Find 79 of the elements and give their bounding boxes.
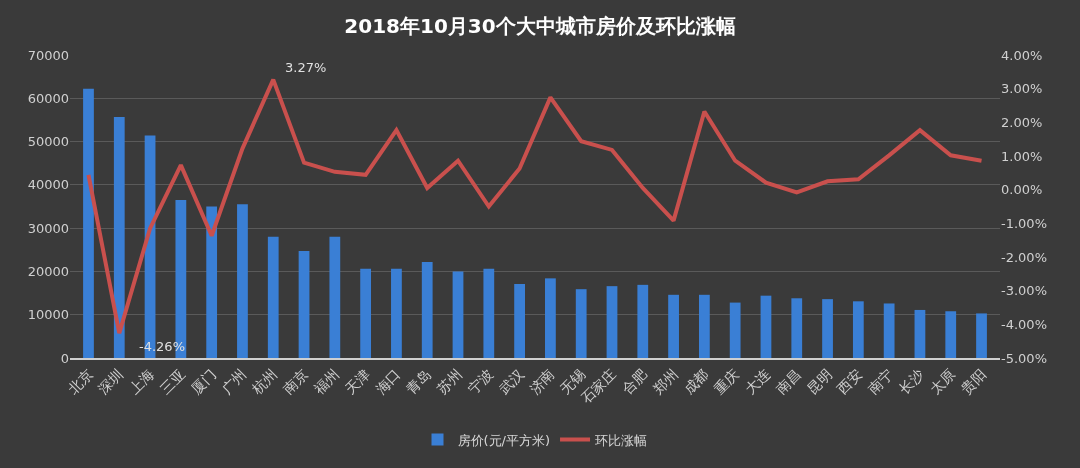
bar (360, 268, 372, 358)
x-tick-label: 太原 (926, 365, 958, 397)
bar (976, 313, 987, 358)
bar (914, 309, 926, 358)
bar (945, 311, 957, 358)
bar (637, 284, 649, 358)
x-tick-label: 成都 (680, 365, 712, 397)
bar (852, 301, 864, 358)
x-tick-label: 宁波 (464, 365, 496, 397)
bar (237, 204, 248, 358)
y2-tick-label: 0.00% (1001, 182, 1043, 198)
data-label: 3.27% (285, 60, 327, 75)
y-tick-label: 60000 (27, 90, 69, 106)
y2-tick-label: 3.00% (1001, 81, 1043, 97)
bar (206, 206, 218, 358)
bar (729, 302, 741, 358)
x-tick-label: 长沙 (895, 365, 927, 397)
x-tick-label: 南宁 (865, 365, 897, 397)
bar (606, 286, 618, 358)
bar (514, 283, 525, 358)
y2-tick-label: 2.00% (1001, 114, 1043, 130)
bar (483, 268, 495, 358)
x-tick-label: 昆明 (803, 365, 835, 397)
y-tick-label: 0 (60, 350, 69, 366)
bar (298, 251, 310, 358)
bar (329, 236, 341, 358)
x-tick-label: 深圳 (95, 365, 127, 397)
bar (391, 268, 402, 358)
bar (83, 88, 94, 358)
x-tick-label: 上海 (126, 365, 158, 397)
x-tick-label: 苏州 (433, 365, 466, 397)
bar (822, 299, 833, 358)
x-tick-label: 北京 (64, 365, 96, 397)
bar (883, 303, 895, 358)
y-tick-label: 10000 (27, 307, 69, 323)
x-tick-label: 青岛 (403, 365, 435, 397)
legend-label: 房价(元/平方米) (457, 432, 551, 448)
bar (421, 261, 433, 358)
y2-tick-label: -1.00% (1001, 215, 1047, 231)
legend-label: 环比涨幅 (595, 432, 648, 448)
x-tick-label: 海口 (372, 365, 404, 397)
y2-tick-label: -3.00% (1001, 283, 1047, 299)
y2-tick-label: 4.00% (1001, 47, 1043, 63)
bar (545, 278, 556, 358)
x-tick-label: 天津 (341, 365, 373, 397)
x-tick-label: 厦门 (187, 365, 219, 397)
bar (575, 289, 587, 358)
x-tick-label: 合肥 (618, 365, 650, 397)
x-tick-label: 贵阳 (957, 365, 989, 397)
line-series (86, 77, 984, 336)
y2-tick-label: -2.00% (1001, 249, 1047, 265)
x-tick-label: 广州 (218, 365, 250, 397)
x-tick-label: 福州 (310, 365, 342, 397)
chart-title: 2018年10月30个大中城市房价及环比涨幅 (344, 13, 736, 38)
y-tick-label: 40000 (27, 177, 69, 193)
bar (698, 294, 710, 358)
bar (760, 295, 772, 358)
x-tick-label: 郑州 (649, 365, 681, 397)
bar (791, 298, 803, 358)
bar (113, 116, 125, 358)
bar (267, 236, 279, 358)
x-tick-label: 南京 (280, 365, 312, 397)
y2-tick-label: 1.00% (1001, 148, 1043, 164)
x-tick-label: 武汉 (495, 365, 527, 397)
x-tick-label: 三亚 (156, 365, 188, 397)
y-tick-label: 20000 (27, 263, 69, 279)
bar (452, 271, 464, 358)
y-tick-label: 70000 (27, 47, 69, 63)
x-tick-label: 济南 (526, 365, 558, 397)
x-tick-label: 大连 (741, 365, 774, 397)
y2-tick-label: -5.00% (1001, 350, 1047, 366)
bar (668, 294, 679, 358)
x-tick-label: 南昌 (772, 365, 804, 397)
x-tick-label: 西安 (834, 365, 866, 397)
y-tick-label: 50000 (27, 134, 69, 150)
y2-tick-label: -4.00% (1001, 316, 1047, 332)
y-tick-label: 30000 (27, 220, 69, 236)
x-tick-label: 杭州 (248, 365, 281, 398)
x-tick-label: 重庆 (711, 365, 743, 397)
